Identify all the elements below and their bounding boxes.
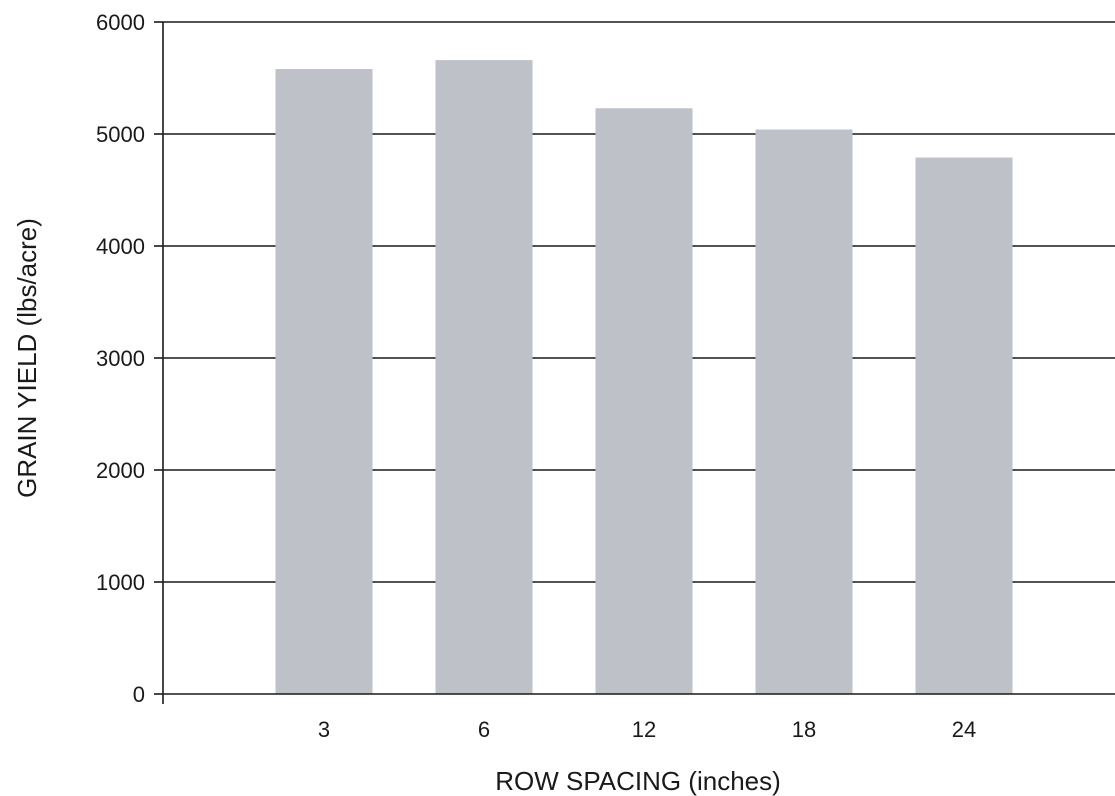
tick-labels: 0 1000 2000 3000 4000 5000 6000 3 6 12 18 24 <box>96 10 976 742</box>
bar <box>755 129 853 694</box>
bars <box>275 60 1013 695</box>
y-tick-label: 0 <box>133 682 145 707</box>
bar <box>915 157 1013 694</box>
x-tick-label: 24 <box>952 717 976 742</box>
x-tick-label: 12 <box>632 717 656 742</box>
y-tick-label: 3000 <box>96 346 145 371</box>
x-tick-label: 3 <box>318 717 330 742</box>
y-tick-label: 2000 <box>96 458 145 483</box>
bar <box>595 108 693 695</box>
axes <box>154 21 1115 704</box>
y-tick-label: 6000 <box>96 10 145 35</box>
x-tick-label: 18 <box>792 717 816 742</box>
y-tick-label: 5000 <box>96 122 145 147</box>
bar <box>435 60 533 694</box>
y-tick-label: 1000 <box>96 570 145 595</box>
y-axis-title: GRAIN YIELD (lbs/acre) <box>12 218 42 498</box>
x-tick-label: 6 <box>478 717 490 742</box>
x-axis-title: ROW SPACING (inches) <box>495 766 781 796</box>
y-tick-label: 4000 <box>96 234 145 259</box>
bar <box>275 69 373 695</box>
